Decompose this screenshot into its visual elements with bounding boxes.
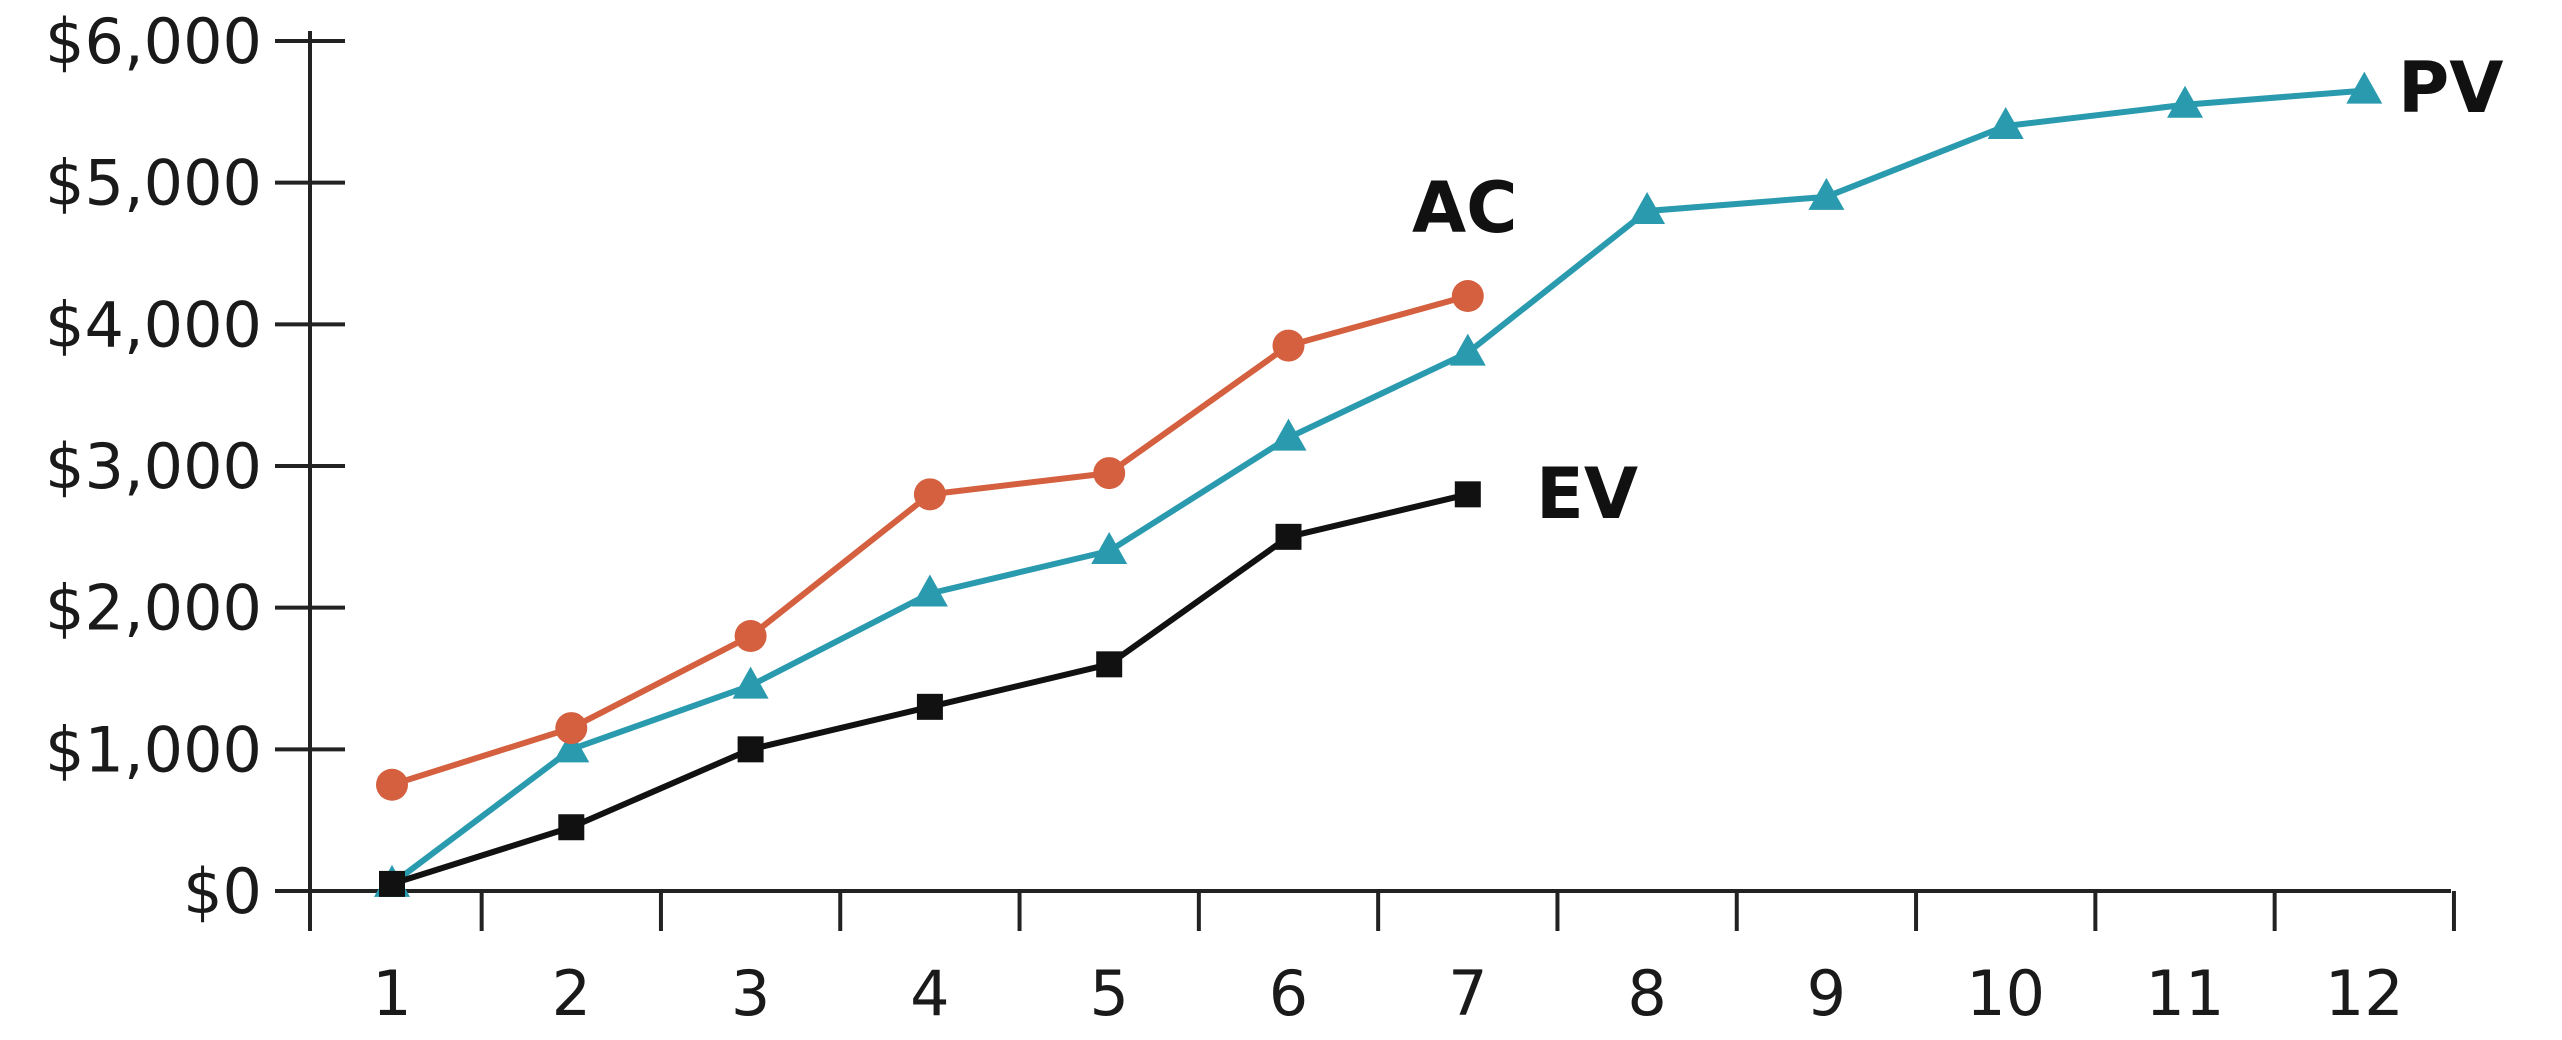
data-point-ev — [379, 870, 405, 897]
series-label-ac: AC — [1412, 167, 1518, 249]
data-point-ac — [555, 712, 588, 745]
data-point-ev — [558, 814, 585, 841]
y-tick-label: $3,000 — [45, 430, 262, 503]
data-point-pv — [2167, 85, 2203, 118]
data-point-pv — [1629, 192, 1666, 224]
data-point-pv — [1449, 333, 1486, 366]
data-point-pv — [553, 730, 590, 763]
data-point-ev — [1275, 523, 1302, 550]
series-group — [374, 71, 2383, 897]
x-tick-label: 8 — [1627, 957, 1666, 1030]
data-point-pv — [1808, 177, 1845, 210]
data-point-ac — [913, 478, 946, 511]
x-tick-label: 7 — [1448, 957, 1487, 1030]
x-tick-label: 11 — [2146, 957, 2225, 1030]
data-point-pv — [911, 574, 948, 607]
x-tick-label: 6 — [1269, 957, 1308, 1030]
y-tick-label: $0 — [183, 855, 262, 928]
y-tick-label: $2,000 — [45, 572, 262, 645]
data-point-ac — [1451, 280, 1484, 312]
data-point-ac — [1272, 329, 1305, 362]
data-point-ev — [1096, 651, 1123, 678]
data-point-ev — [1454, 481, 1481, 508]
y-tick-label: $1,000 — [45, 713, 262, 786]
data-point-ac — [376, 768, 408, 801]
x-tick-label: 9 — [1807, 957, 1846, 1030]
line-pv — [390, 87, 2365, 887]
data-point-ev — [737, 736, 764, 763]
x-tick-label: 5 — [1089, 957, 1128, 1030]
x-tick-label: 2 — [552, 957, 591, 1030]
data-point-ac — [734, 620, 767, 652]
x-tick-label: 12 — [2325, 957, 2404, 1030]
y-tick-label: $5,000 — [45, 147, 262, 220]
series-labels: AC PV EV — [1412, 47, 2503, 535]
x-tick-label: 4 — [910, 957, 949, 1030]
series-label-ev: EV — [1536, 453, 1638, 535]
x-tick-label: 1 — [372, 957, 411, 1030]
data-point-pv — [2346, 71, 2383, 104]
y-tick-label: $4,000 — [45, 288, 262, 361]
x-tick-label: 10 — [1966, 957, 2045, 1030]
series-ac — [376, 280, 1484, 801]
series-ev — [379, 481, 1481, 897]
data-point-pv — [732, 666, 769, 699]
data-point-pv — [1987, 107, 2024, 139]
data-point-pv — [1091, 532, 1128, 564]
data-point-pv — [1270, 418, 1307, 451]
series-pv — [374, 71, 2383, 897]
series-label-pv: PV — [2398, 47, 2503, 129]
line-ev — [391, 491, 1469, 887]
y-tick-label: $6,000 — [45, 5, 262, 78]
data-point-ac — [1093, 457, 1126, 490]
x-tick-label: 3 — [731, 957, 770, 1030]
data-point-ev — [916, 693, 943, 720]
